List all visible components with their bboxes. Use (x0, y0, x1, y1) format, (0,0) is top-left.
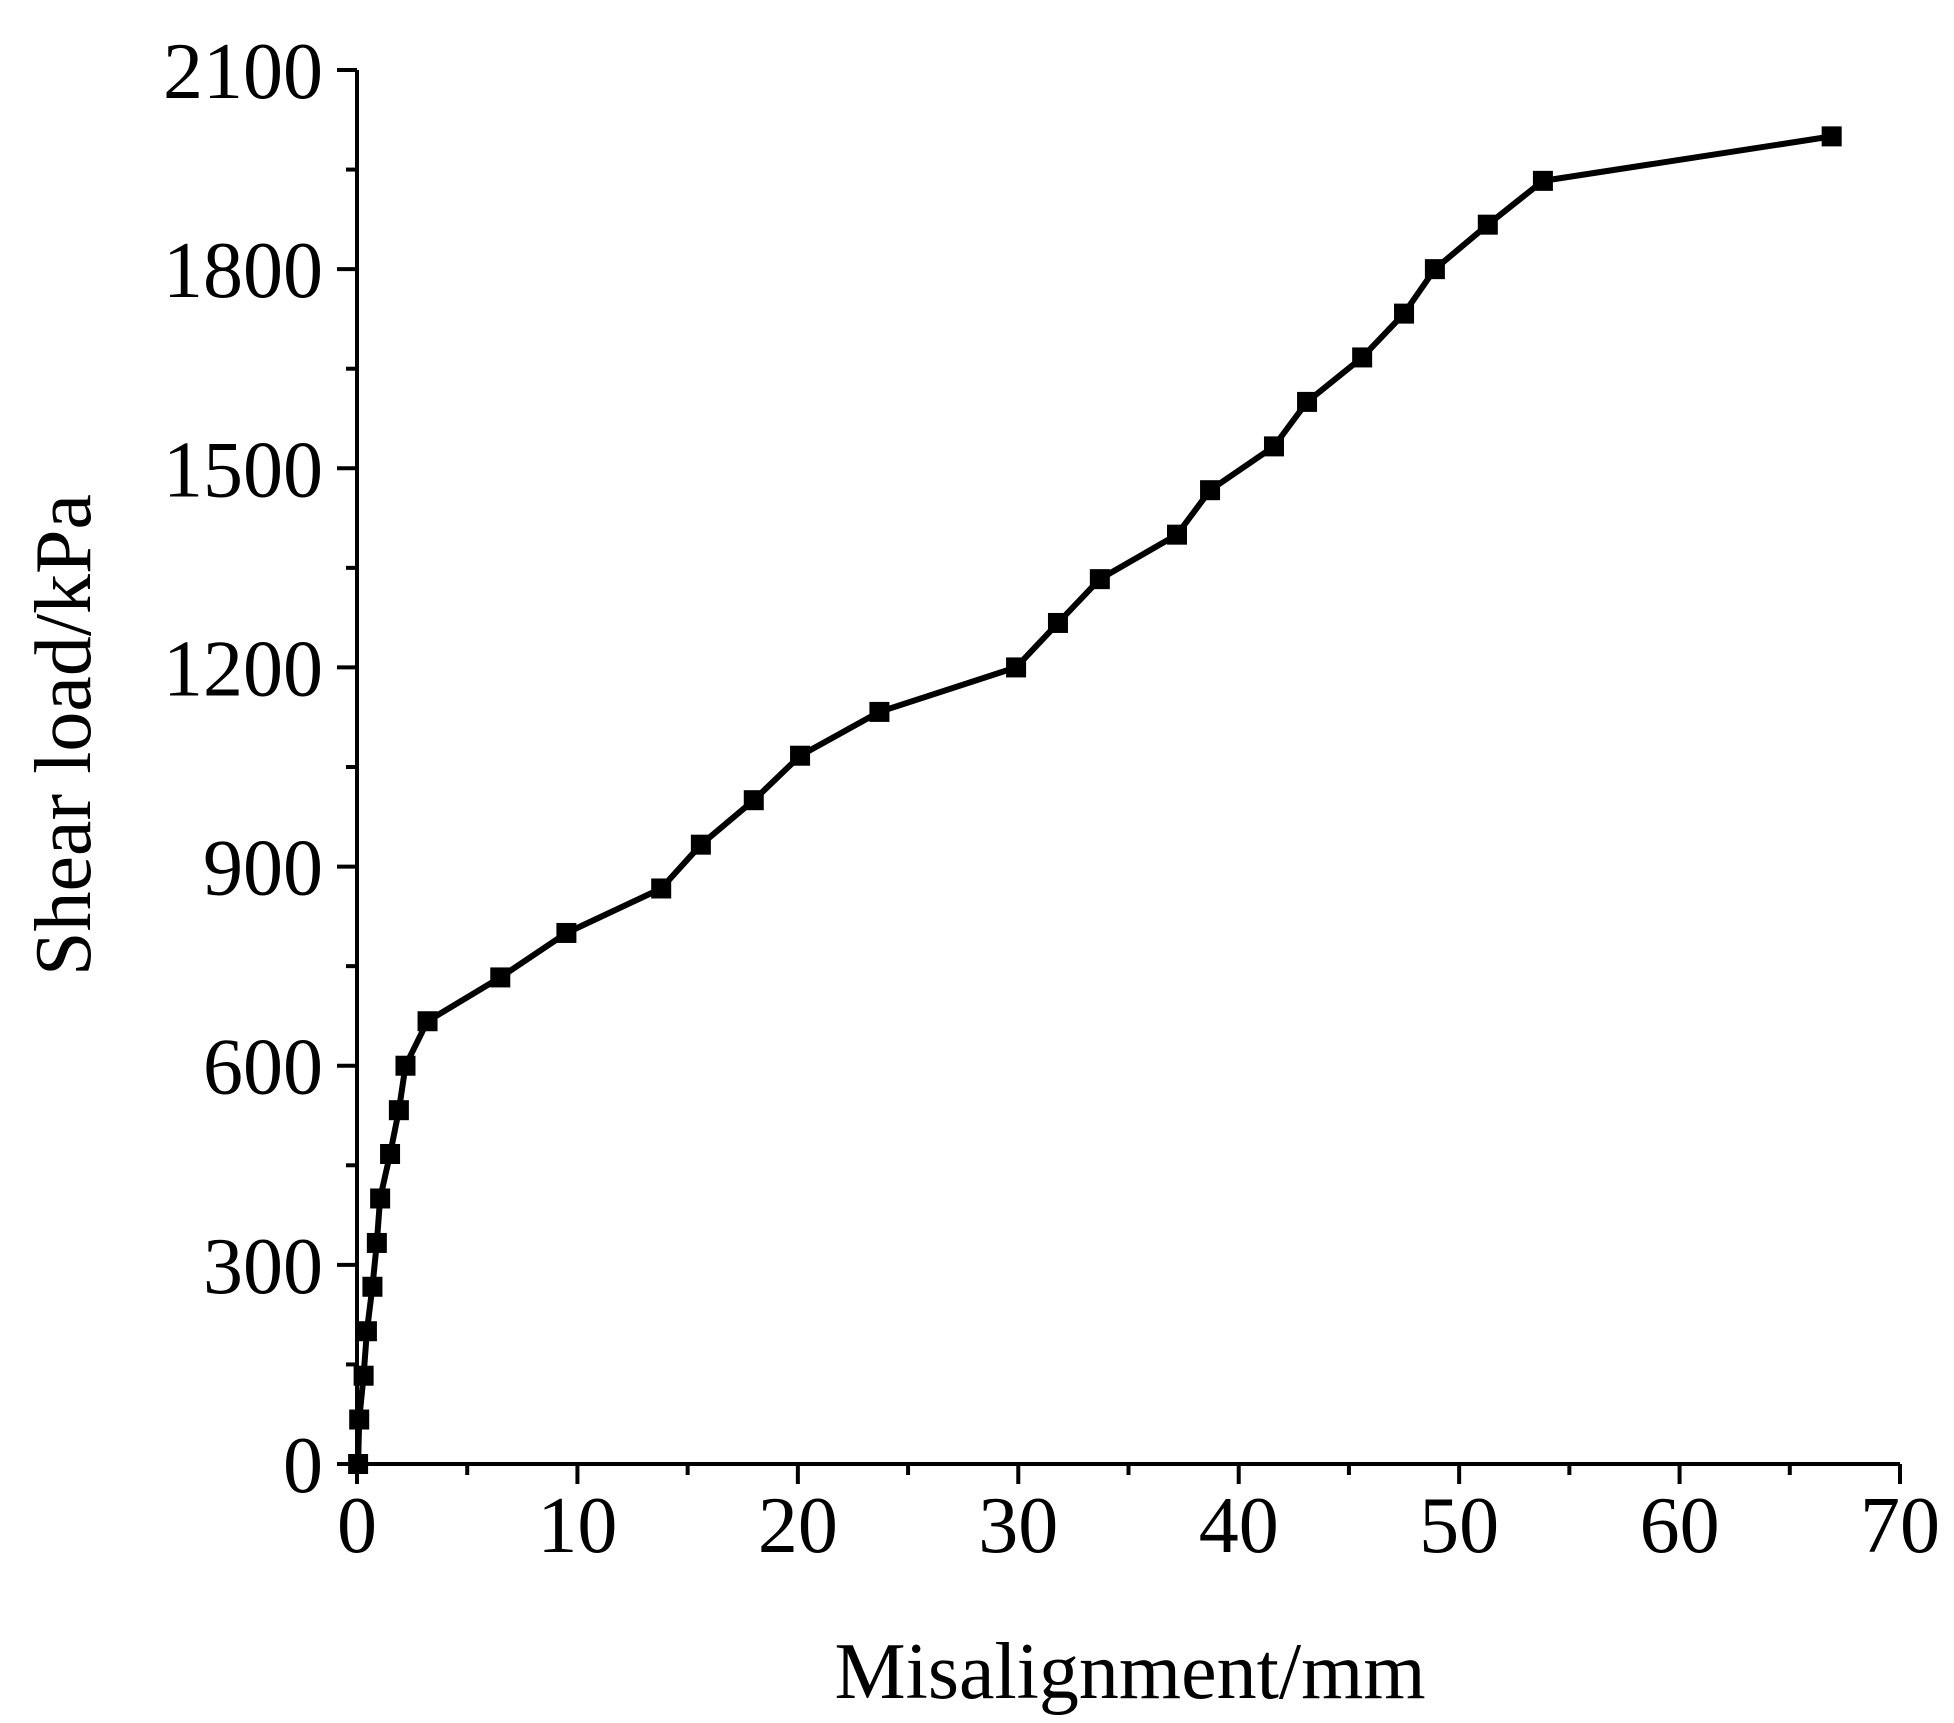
y-tick-label: 1800 (163, 227, 323, 315)
data-point-marker (417, 1011, 438, 1032)
x-tick-label: 10 (537, 1482, 617, 1570)
x-tick-label: 50 (1419, 1482, 1499, 1570)
axes (355, 70, 1900, 1466)
x-tick-label: 60 (1640, 1482, 1720, 1570)
data-point-marker (556, 922, 577, 943)
y-tick-label: 1200 (163, 625, 323, 713)
data-point-marker (1166, 524, 1187, 545)
x-tick-label: 30 (978, 1482, 1058, 1570)
data-point-marker (395, 1055, 416, 1076)
data-point-marker (1821, 126, 1842, 147)
data-point-marker (690, 834, 711, 855)
x-axis-title: Misalignment/mm (834, 1628, 1425, 1716)
data-point-marker (1006, 657, 1027, 678)
x-tick-label: 70 (1860, 1482, 1940, 1570)
data-point-marker (356, 1321, 377, 1342)
data-point-marker (1200, 480, 1221, 501)
y-axis-title: Shear load/kPa (20, 494, 108, 976)
data-point-marker (490, 967, 511, 988)
y-tick-label: 900 (203, 825, 323, 913)
data-point-marker (1394, 303, 1415, 324)
series (355, 133, 1833, 1465)
y-tick-label: 0 (283, 1422, 323, 1510)
y-tick-label: 600 (203, 1024, 323, 1112)
data-point-marker (1352, 347, 1373, 368)
y-tick-label: 300 (203, 1223, 323, 1311)
x-tick-label: 0 (337, 1482, 377, 1570)
data-point-marker (353, 1365, 374, 1386)
data-point-marker (790, 745, 811, 766)
data-point-marker (1477, 214, 1498, 235)
data-point-marker (1297, 391, 1318, 412)
data-point-marker (362, 1276, 383, 1297)
data-point-marker (1263, 436, 1284, 457)
data-point-marker (388, 1100, 409, 1121)
data-point-marker (743, 790, 764, 811)
series-line (355, 133, 1833, 1465)
x-tick-label: 20 (758, 1482, 838, 1570)
x-tick-label: 40 (1199, 1482, 1279, 1570)
data-point-marker (1047, 612, 1068, 633)
data-point-marker (869, 701, 890, 722)
y-tick-label: 2100 (163, 28, 323, 116)
ticks: 0 300 600 900 1200 1500 1800 2100 0 10 20 30 40 50 60 7… (163, 28, 1940, 1570)
data-point-marker (1532, 170, 1553, 191)
data-point-marker (380, 1144, 401, 1165)
data-point-marker (348, 1454, 369, 1474)
data-point-marker (651, 878, 672, 899)
y-tick-label: 1500 (163, 426, 323, 514)
data-point-marker (349, 1409, 370, 1430)
data-point-marker (1424, 259, 1445, 280)
markers (348, 126, 1842, 1474)
data-point-marker (370, 1188, 391, 1209)
data-point-marker (1089, 569, 1110, 590)
data-point-marker (366, 1232, 387, 1253)
